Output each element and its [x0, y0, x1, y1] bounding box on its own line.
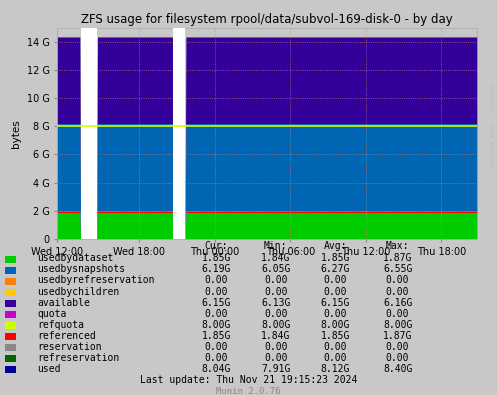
Text: 1.87G: 1.87G [383, 331, 413, 341]
Text: 0.00: 0.00 [324, 308, 347, 319]
Title: ZFS usage for filesystem rpool/data/subvol-169-disk-0 - by day: ZFS usage for filesystem rpool/data/subv… [82, 13, 453, 26]
Text: 6.16G: 6.16G [383, 297, 413, 308]
Text: 1.84G: 1.84G [261, 331, 291, 341]
Text: 0.00: 0.00 [324, 286, 347, 297]
Text: Min:: Min: [264, 241, 288, 251]
Text: refreservation: refreservation [37, 353, 119, 363]
Text: 6.19G: 6.19G [201, 264, 231, 275]
Text: 0.00: 0.00 [264, 286, 288, 297]
Text: 0.00: 0.00 [386, 308, 410, 319]
Text: 1.87G: 1.87G [383, 253, 413, 263]
Text: 0.00: 0.00 [324, 353, 347, 363]
Text: 1.85G: 1.85G [321, 331, 350, 341]
Text: 0.00: 0.00 [386, 275, 410, 286]
Text: 0.00: 0.00 [386, 286, 410, 297]
Text: usedbysnapshots: usedbysnapshots [37, 264, 125, 275]
Y-axis label: bytes: bytes [11, 119, 21, 148]
Text: 0.00: 0.00 [204, 353, 228, 363]
Text: quota: quota [37, 308, 67, 319]
Text: 1.85G: 1.85G [201, 253, 231, 263]
Text: 0.00: 0.00 [204, 342, 228, 352]
Text: Max:: Max: [386, 241, 410, 251]
Text: available: available [37, 297, 90, 308]
Text: 0.00: 0.00 [264, 342, 288, 352]
Text: 0.00: 0.00 [264, 353, 288, 363]
Text: 0.00: 0.00 [324, 342, 347, 352]
Text: 1.85G: 1.85G [201, 331, 231, 341]
Text: 0.00: 0.00 [264, 308, 288, 319]
Text: 1.85G: 1.85G [321, 253, 350, 263]
Text: 8.40G: 8.40G [383, 364, 413, 374]
Text: 6.13G: 6.13G [261, 297, 291, 308]
Text: 0.00: 0.00 [386, 353, 410, 363]
Text: 1.84G: 1.84G [261, 253, 291, 263]
Text: 8.00G: 8.00G [321, 320, 350, 330]
Text: 6.05G: 6.05G [261, 264, 291, 275]
Text: Last update: Thu Nov 21 19:15:23 2024: Last update: Thu Nov 21 19:15:23 2024 [140, 375, 357, 385]
Text: 8.04G: 8.04G [201, 364, 231, 374]
Text: 0.00: 0.00 [324, 275, 347, 286]
Text: Avg:: Avg: [324, 241, 347, 251]
Text: Cur:: Cur: [204, 241, 228, 251]
Text: 6.15G: 6.15G [321, 297, 350, 308]
Text: 0.00: 0.00 [264, 275, 288, 286]
Text: 0.00: 0.00 [386, 342, 410, 352]
Text: used: used [37, 364, 61, 374]
Text: Munin 2.0.76: Munin 2.0.76 [216, 387, 281, 395]
Text: RRDTOOL / TOBI OETIKER: RRDTOOL / TOBI OETIKER [488, 85, 493, 167]
Text: 6.27G: 6.27G [321, 264, 350, 275]
Text: 0.00: 0.00 [204, 286, 228, 297]
Text: 6.55G: 6.55G [383, 264, 413, 275]
Text: referenced: referenced [37, 331, 96, 341]
Text: refquota: refquota [37, 320, 84, 330]
Text: 7.91G: 7.91G [261, 364, 291, 374]
Text: reservation: reservation [37, 342, 102, 352]
Text: 8.00G: 8.00G [201, 320, 231, 330]
Text: usedbyrefreservation: usedbyrefreservation [37, 275, 155, 286]
Text: 0.00: 0.00 [204, 275, 228, 286]
Text: 8.00G: 8.00G [261, 320, 291, 330]
Text: 8.12G: 8.12G [321, 364, 350, 374]
Text: 0.00: 0.00 [204, 308, 228, 319]
Text: usedbychildren: usedbychildren [37, 286, 119, 297]
Text: 8.00G: 8.00G [383, 320, 413, 330]
Text: 6.15G: 6.15G [201, 297, 231, 308]
Text: usedbydataset: usedbydataset [37, 253, 114, 263]
